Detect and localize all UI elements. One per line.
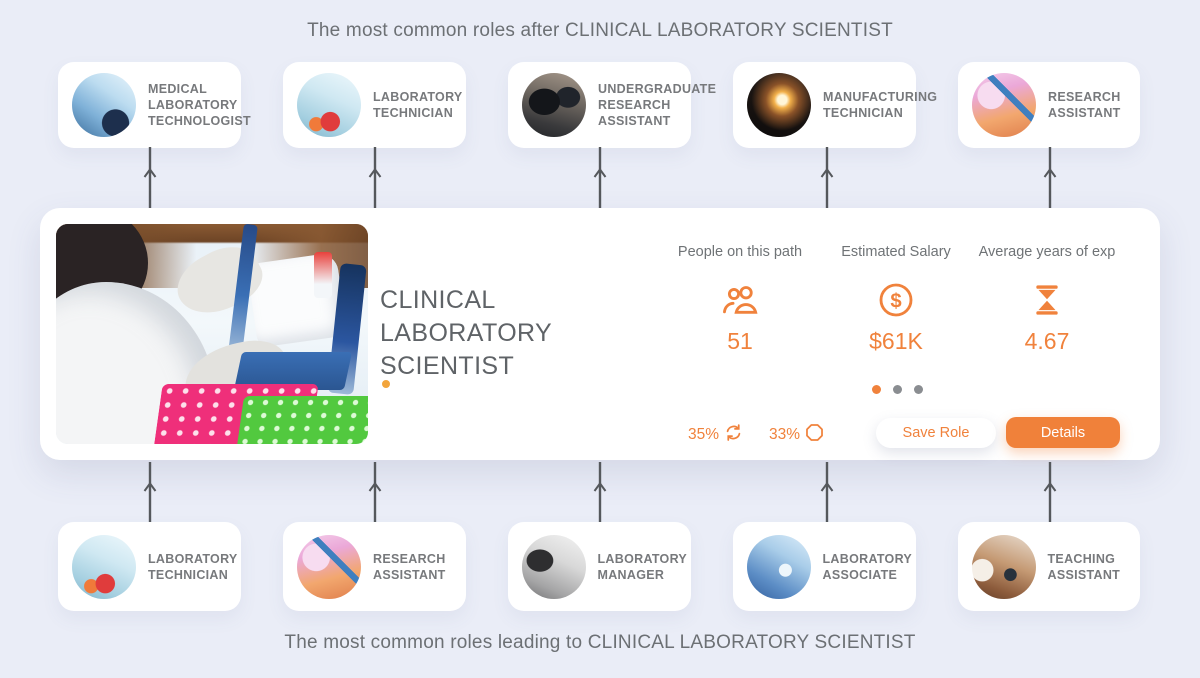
pagination-dot-3[interactable] [914,385,923,394]
stat-label: Average years of exp [978,244,1116,260]
role-card-laboratory-manager[interactable]: LABORATORY MANAGER [507,522,691,611]
roles-after-heading: The most common roles after CLINICAL LAB… [307,20,893,41]
role-photo [297,534,361,599]
roles-leading-heading: The most common roles leading to CLINICA… [284,632,916,653]
role-card-research-assistant[interactable]: RESEARCH ASSISTANT [283,522,466,611]
hourglass-icon [962,282,1132,318]
role-card-laboratory-associate[interactable]: LABORATORY ASSOCIATE [732,522,916,611]
save-role-button[interactable]: Save Role [876,418,996,448]
people-icon [655,282,825,318]
details-button[interactable]: Details [1006,417,1120,448]
up-arrow-icon [593,462,607,522]
role-photo [971,534,1036,599]
role-label: MANUFACTURING TECHNICIAN [823,90,938,120]
carousel-pagination[interactable] [872,385,923,394]
role-card-laboratory-technician[interactable]: LABORATORY TECHNICIAN [58,522,241,611]
roles-after-row: MEDICAL LABORATORY TECHNOLOGIST LABORATO… [58,62,1140,148]
stat-value: 51 [727,328,753,354]
up-arrow-icon [1043,462,1057,522]
role-photo [72,534,136,599]
pct-value: 35% [688,426,720,443]
role-label: LABORATORY ASSOCIATE [822,551,912,582]
stat-average-years-exp: Average years of exp 4.67 [962,244,1132,355]
refresh-icon [724,423,743,447]
role-label: LABORATORY MANAGER [597,551,687,582]
accent-dot [382,380,390,388]
role-photo [521,534,586,599]
stat-label: People on this path [677,244,803,260]
octagon-icon [805,423,824,447]
up-arrow-icon [1043,147,1057,208]
role-photo [72,73,136,137]
role-card-laboratory-technician[interactable]: LABORATORY TECHNICIAN [283,62,466,148]
pct-value: 33% [769,426,801,443]
role-card-undergraduate-research-assistant[interactable]: UNDERGRADUATE RESEARCH ASSISTANT [508,62,716,148]
up-arrow-icon [143,462,157,522]
up-arrow-icon [143,147,157,208]
role-card-medical-laboratory-technologist[interactable]: MEDICAL LABORATORY TECHNOLOGIST [58,62,251,148]
stat-value: $61K [869,328,923,354]
focus-role-photo [56,224,368,444]
dollar-icon: $ [811,282,981,318]
role-label: RESEARCH ASSISTANT [373,551,446,582]
role-card-teaching-assistant[interactable]: TEACHING ASSISTANT [957,522,1140,611]
stat-value: 4.67 [1024,328,1070,354]
role-card-manufacturing-technician[interactable]: MANUFACTURING TECHNICIAN [733,62,937,148]
roles-leading-row: LABORATORY TECHNICIAN RESEARCH ASSISTANT… [58,522,1140,611]
role-label: UNDERGRADUATE RESEARCH ASSISTANT [598,82,717,128]
role-photo [747,73,811,137]
role-label: RESEARCH ASSISTANT [1048,90,1121,120]
pagination-dot-2[interactable] [893,385,902,394]
role-photo [972,73,1036,137]
focus-role-card: CLINICAL LABORATORY SCIENTIST People on … [40,208,1160,460]
stat-label: Estimated Salary [841,244,951,260]
up-arrow-icon [368,147,382,208]
svg-text:$: $ [890,291,901,313]
up-arrow-icon [820,462,834,522]
stat-people-on-path: People on this path 51 [655,244,825,355]
role-photo [522,73,586,137]
attrition-percentage: 33% [769,423,824,447]
role-label: LABORATORY TECHNICIAN [148,551,238,582]
stat-estimated-salary: Estimated Salary $ $61K [811,244,981,355]
role-label: MEDICAL LABORATORY TECHNOLOGIST [148,82,251,128]
role-card-research-assistant[interactable]: RESEARCH ASSISTANT [958,62,1140,148]
focus-role-title: CLINICAL LABORATORY SCIENTIST [380,286,552,380]
role-photo [297,73,361,137]
up-arrow-icon [368,462,382,522]
role-photo [746,534,811,599]
up-arrow-icon [593,147,607,208]
pagination-dot-1[interactable] [872,385,881,394]
role-label: TEACHING ASSISTANT [1047,551,1121,582]
turnover-percentage: 35% [688,423,743,447]
role-label: LABORATORY TECHNICIAN [373,90,463,120]
up-arrow-icon [820,147,834,208]
percentage-stats: 35% 33% [688,423,824,447]
